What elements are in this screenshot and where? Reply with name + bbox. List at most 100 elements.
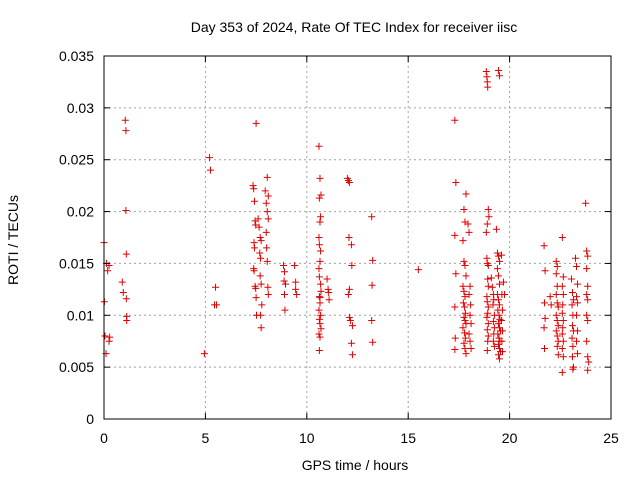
data-point [467, 344, 475, 352]
data-point [494, 272, 502, 280]
data-point [250, 267, 258, 275]
data-point [496, 315, 504, 323]
data-point [317, 280, 325, 288]
y-tick-label: 0.015 [59, 255, 94, 271]
data-point [495, 301, 503, 309]
data-point [583, 291, 591, 299]
data-point [494, 351, 502, 359]
axis-ticks: 0 5 10 15 20 25 0 0.005 0.01 0.015 0.02 0.025 0.03 0.… [59, 48, 619, 446]
data-point [280, 291, 288, 299]
data-point [467, 320, 475, 328]
chart-title: Day 353 of 2024, Rate Of TEC Index for r… [191, 19, 518, 35]
data-point [462, 190, 470, 198]
data-point [499, 348, 507, 356]
data-point [467, 301, 475, 309]
data-point [583, 311, 591, 319]
data-point [122, 207, 130, 215]
data-point [316, 174, 324, 182]
data-point [249, 182, 257, 190]
data-point [256, 272, 264, 280]
data-point [280, 268, 288, 276]
data-point [315, 347, 323, 355]
data-point [558, 344, 566, 352]
data-point [118, 278, 126, 286]
data-point [459, 282, 467, 290]
data-point [584, 282, 592, 290]
data-point [460, 257, 468, 265]
y-tick-label: 0.03 [67, 100, 94, 116]
data-point [487, 274, 495, 282]
data-point [466, 311, 474, 319]
data-point [568, 288, 576, 296]
data-point [293, 291, 301, 299]
data-point [494, 330, 502, 338]
data-point [212, 283, 220, 291]
data-point [489, 318, 497, 326]
x-tick-label: 20 [502, 430, 518, 446]
data-point [250, 197, 258, 205]
data-point [205, 154, 213, 162]
y-tick-label: 0.01 [67, 307, 94, 323]
data-point [123, 316, 131, 324]
data-point [558, 282, 566, 290]
data-point [554, 322, 562, 330]
data-point [492, 225, 500, 233]
data-point [482, 68, 490, 76]
x-tick-label: 0 [100, 430, 108, 446]
data-point [291, 262, 299, 270]
data-point [484, 205, 492, 213]
data-point [494, 320, 502, 328]
data-point [122, 127, 130, 135]
data-point [552, 270, 560, 278]
data-point [263, 257, 271, 265]
data-point [317, 311, 325, 319]
data-point [552, 311, 560, 319]
data-point [348, 262, 356, 270]
y-tick-label: 0.035 [59, 48, 94, 64]
data-point [315, 330, 323, 338]
data-point [483, 298, 491, 306]
data-point [282, 280, 290, 288]
data-point [569, 296, 577, 304]
data-point [368, 213, 376, 221]
data-point [250, 244, 258, 252]
data-point [325, 288, 333, 296]
data-point [541, 314, 549, 322]
data-point [495, 311, 503, 319]
data-point [484, 320, 492, 328]
y-tick-label: 0.02 [67, 204, 94, 220]
data-point [553, 263, 561, 271]
data-point [567, 275, 575, 283]
data-point [495, 344, 503, 352]
data-point [554, 303, 562, 311]
data-point [451, 116, 459, 124]
data-point [553, 316, 561, 324]
data-point [460, 287, 468, 295]
data-point [460, 339, 468, 347]
data-point [483, 220, 491, 228]
data-point [568, 322, 576, 330]
data-point [466, 337, 474, 345]
data-point [484, 309, 492, 317]
data-point [368, 281, 376, 289]
data-point [461, 329, 469, 337]
data-point [345, 179, 353, 187]
data-point [489, 337, 497, 345]
data-point [483, 326, 491, 334]
data-point [345, 313, 353, 321]
data-point [263, 208, 271, 216]
data-point [499, 327, 507, 335]
data-point [264, 283, 272, 291]
data-point [459, 324, 467, 332]
data-point [345, 285, 353, 293]
data-point [495, 334, 503, 342]
data-points [100, 67, 593, 376]
data-point [317, 191, 325, 199]
data-point [495, 280, 503, 288]
data-point [252, 119, 260, 127]
data-point [552, 291, 560, 299]
data-point [493, 265, 501, 273]
data-point [263, 173, 271, 181]
data-point [558, 330, 566, 338]
